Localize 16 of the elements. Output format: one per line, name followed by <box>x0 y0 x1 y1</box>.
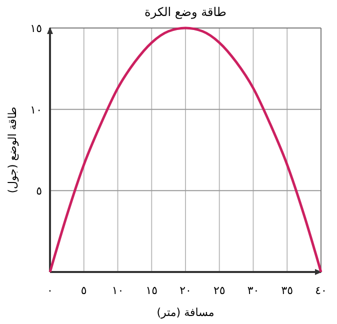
y-tick-label: ١٠ <box>30 103 42 116</box>
x-axis-title: مسافة (متر) <box>156 306 214 319</box>
chart-title: طاقة وضع الكرة <box>144 5 226 19</box>
y-axis-title: طاقة الوضع (جول) <box>6 106 19 194</box>
line-series <box>48 26 322 274</box>
x-tick-label: ١٥ <box>146 284 158 297</box>
x-tick-label: ١٠ <box>112 284 124 297</box>
x-tick-label: ٣٥ <box>281 284 294 297</box>
x-tick-label: ٢٠ <box>180 284 192 297</box>
x-tick-label: ٠ <box>47 284 53 297</box>
x-tick-label: ٤٠ <box>315 284 327 297</box>
x-tick-label: ٢٥ <box>213 284 226 297</box>
x-tick-label: ٣٠ <box>247 284 260 297</box>
x-tick-label: ٥ <box>80 284 87 297</box>
y-tick-label: ١٥ <box>30 22 42 35</box>
y-tick-label: ٥ <box>36 184 42 198</box>
